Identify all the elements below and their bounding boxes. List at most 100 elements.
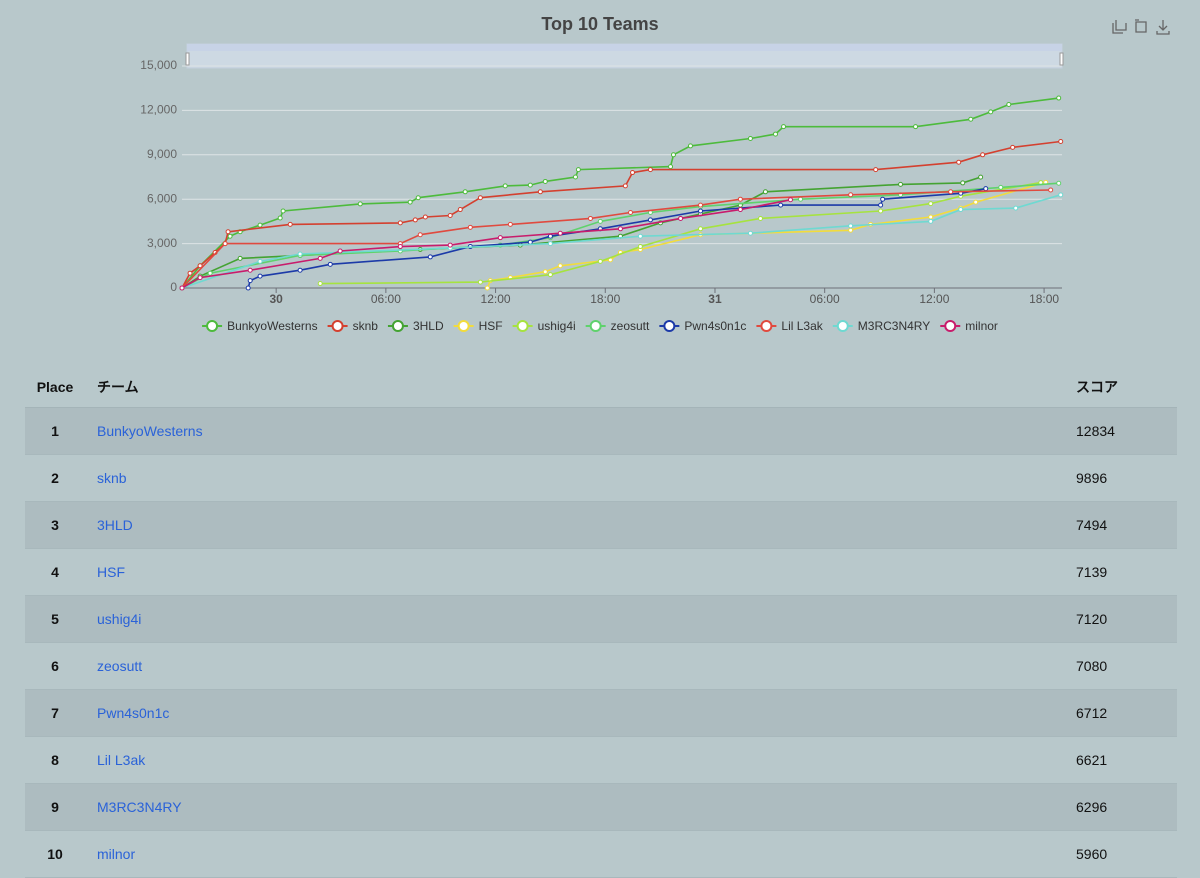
- data-point: [747, 136, 753, 142]
- legend-item[interactable]: ushig4i: [512, 319, 576, 333]
- data-point: [317, 281, 323, 287]
- data-point: [913, 124, 919, 130]
- legend-symbol: [663, 320, 676, 332]
- table-row: 5 ushig4i 7120: [25, 595, 1177, 643]
- team-link[interactable]: 3HLD: [97, 517, 133, 533]
- data-point: [880, 196, 886, 202]
- legend-label: 3HLD: [413, 319, 444, 333]
- series: [179, 192, 1064, 291]
- data-point: [873, 167, 879, 173]
- header-cell: スコア: [1075, 366, 1177, 408]
- place-cell: 1: [25, 407, 85, 455]
- legend-item[interactable]: 3HLD: [387, 319, 444, 333]
- legend-item[interactable]: Lil L3ak: [756, 319, 824, 333]
- team-link[interactable]: milnor: [97, 846, 136, 862]
- legend-symbol: [589, 320, 602, 332]
- score-cell: 6296: [1075, 783, 1177, 831]
- data-point: [948, 189, 954, 195]
- data-point: [698, 226, 704, 232]
- place-cell: 3: [25, 501, 85, 549]
- data-point: [222, 241, 228, 247]
- place-cell: 8: [25, 736, 85, 784]
- team-cell: sknb: [85, 454, 1075, 502]
- team-link[interactable]: zeosutt: [97, 658, 143, 674]
- table-row: 6 zeosutt 7080: [25, 642, 1177, 690]
- legend-item[interactable]: M3RC3N4RY: [832, 319, 930, 333]
- legend-symbol: [331, 320, 344, 332]
- data-point: [787, 197, 793, 203]
- data-point: [698, 208, 704, 214]
- zoom-reset-button[interactable]: [1135, 19, 1147, 33]
- data-point: [630, 170, 636, 176]
- data-point: [187, 270, 193, 276]
- data-point: [572, 174, 578, 180]
- place-cell: 9: [25, 783, 85, 831]
- data-point: [983, 186, 989, 192]
- data-point: [447, 242, 453, 248]
- data-point: [527, 182, 533, 188]
- legend-item[interactable]: Pwn4s0n1c: [659, 319, 746, 333]
- legend-item[interactable]: HSF: [453, 319, 503, 333]
- team-cell: Pwn4s0n1c: [85, 689, 1075, 737]
- legend-item[interactable]: zeosutt: [585, 319, 650, 333]
- legend-label: sknb: [353, 319, 379, 333]
- team-link[interactable]: BunkyoWesterns: [97, 423, 203, 439]
- team-link[interactable]: HSF: [97, 564, 125, 580]
- data-point: [928, 218, 934, 224]
- zoom-handle[interactable]: [1059, 52, 1064, 66]
- data-point: [1006, 101, 1012, 107]
- data-point: [257, 222, 263, 228]
- download-button[interactable]: [1156, 20, 1170, 35]
- data-point: [317, 255, 323, 261]
- team-link[interactable]: M3RC3N4RY: [97, 799, 182, 815]
- data-point: [1058, 139, 1064, 145]
- series-line: [181, 194, 1061, 289]
- data-point: [557, 230, 563, 236]
- data-point: [502, 183, 508, 189]
- team-link[interactable]: sknb: [97, 470, 127, 486]
- data-point: [280, 208, 286, 214]
- data-point: [507, 221, 513, 227]
- data-zoom[interactable]: [185, 43, 1064, 69]
- data-point: [557, 263, 563, 269]
- data-point: [637, 244, 643, 250]
- legend-item[interactable]: sknb: [327, 319, 379, 333]
- data-point: [647, 217, 653, 223]
- zoom-handle[interactable]: [185, 52, 190, 66]
- table-row: 8 Lil L3ak 6621: [25, 736, 1177, 784]
- data-point: [197, 263, 203, 269]
- place-cell: 2: [25, 454, 85, 502]
- data-point: [415, 195, 421, 201]
- data-point: [998, 184, 1004, 190]
- data-point: [422, 214, 428, 220]
- x-tick-label: 18:00: [590, 292, 620, 306]
- table-row: 7 Pwn4s0n1c 6712: [25, 689, 1177, 737]
- data-point: [737, 207, 743, 213]
- legend-symbol: [944, 320, 957, 332]
- data-point: [397, 244, 403, 250]
- legend-item[interactable]: milnor: [940, 319, 998, 333]
- data-point: [737, 196, 743, 202]
- table-row: 4 HSF 7139: [25, 548, 1177, 596]
- team-cell: Lil L3ak: [85, 736, 1075, 784]
- data-point: [637, 233, 643, 239]
- header-row: Place チーム スコア: [25, 366, 1177, 408]
- team-link[interactable]: Lil L3ak: [97, 752, 146, 768]
- y-tick-label: 12,000: [140, 103, 177, 117]
- data-point: [848, 223, 854, 229]
- y-tick-label: 9,000: [147, 147, 177, 161]
- data-point: [207, 270, 213, 276]
- zoom-button[interactable]: [1112, 20, 1127, 34]
- team-link[interactable]: Pwn4s0n1c: [97, 705, 170, 721]
- team-link[interactable]: ushig4i: [97, 611, 142, 627]
- data-point: [477, 279, 483, 285]
- place-cell: 4: [25, 548, 85, 596]
- data-point: [848, 227, 854, 233]
- legend-item[interactable]: BunkyoWesterns: [202, 319, 318, 333]
- legend-label: Lil L3ak: [781, 319, 823, 333]
- data-point: [622, 183, 628, 189]
- data-point: [247, 267, 253, 273]
- data-point: [1058, 192, 1064, 198]
- place-cell: 6: [25, 642, 85, 690]
- x-tick-label: 06:00: [810, 292, 840, 306]
